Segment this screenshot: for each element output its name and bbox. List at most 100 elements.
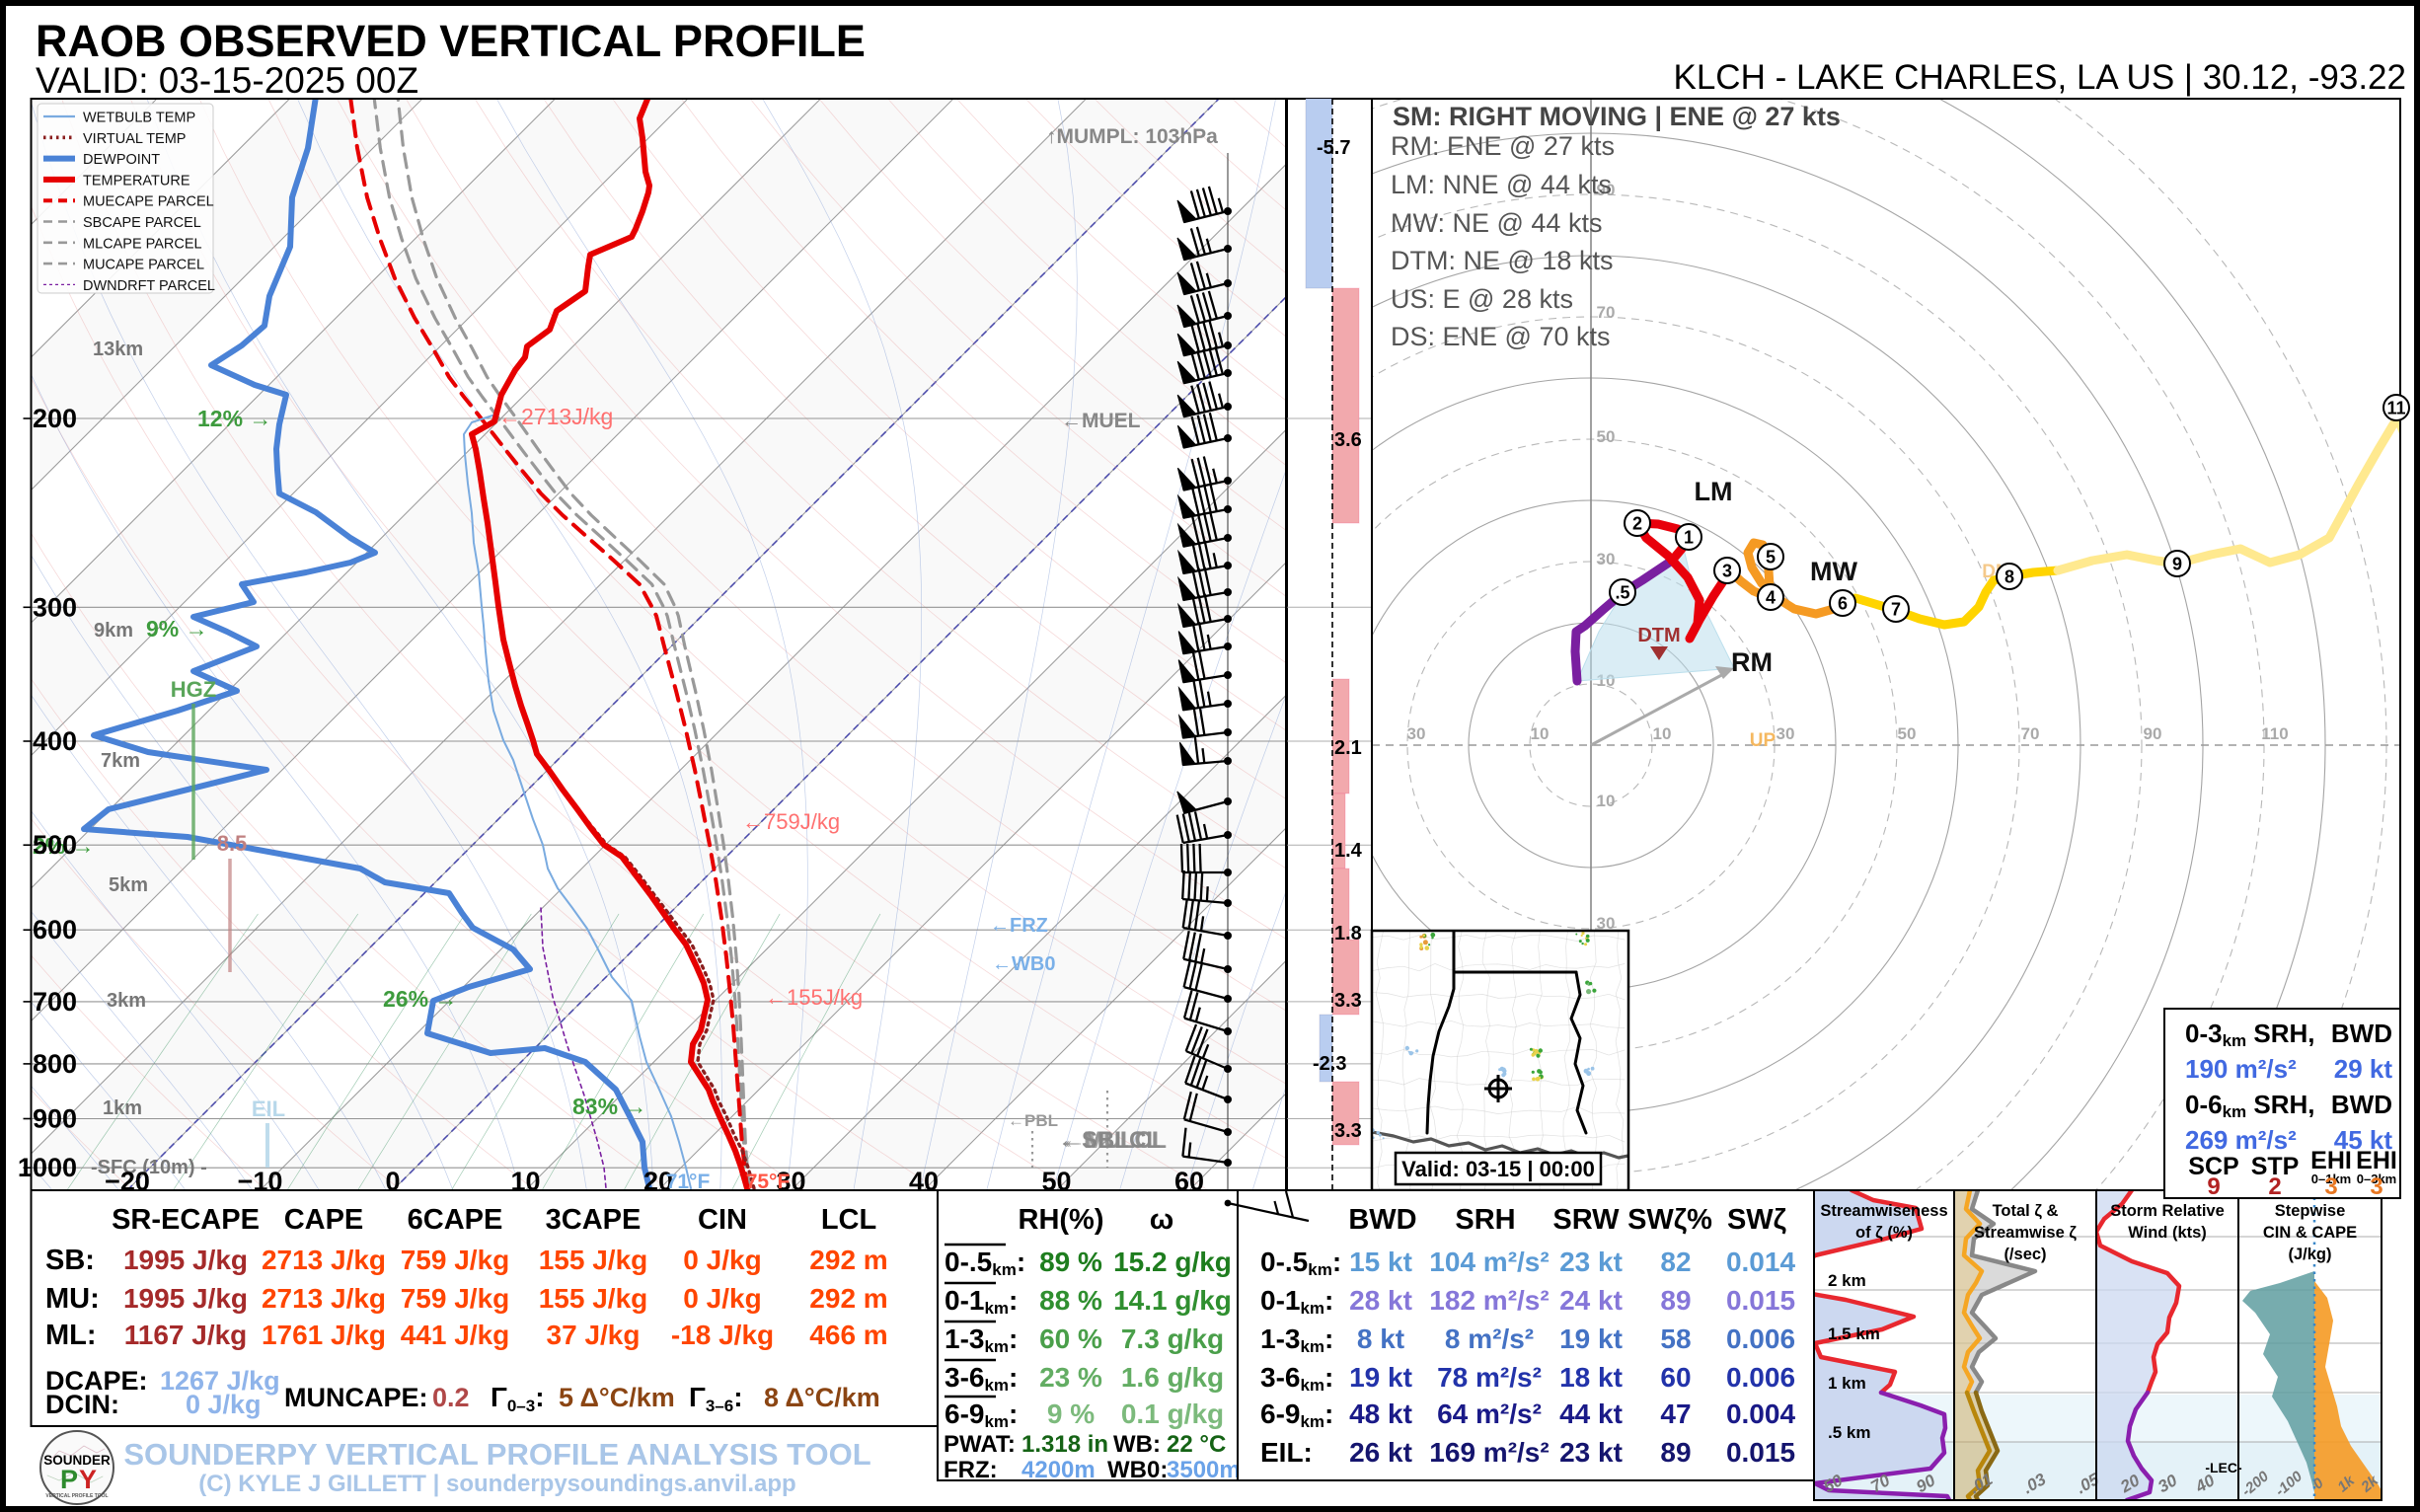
- svg-text:58: 58: [1660, 1323, 1691, 1354]
- svg-text:←MUEL: ←MUEL: [1061, 410, 1141, 432]
- svg-text:4200m: 4200m: [1021, 1457, 1096, 1483]
- svg-text:.5: .5: [1615, 583, 1629, 603]
- svg-text:↑MUMPL: 103hPa: ↑MUMPL: 103hPa: [1046, 125, 1218, 148]
- svg-text:13km: 13km: [93, 339, 143, 360]
- svg-text:3km: 3km: [107, 990, 146, 1012]
- svg-text:US: E @ 28 kts: US: E @ 28 kts: [1391, 284, 1573, 314]
- svg-text:0-.5km:: 0-.5km:: [945, 1247, 1025, 1279]
- svg-text:SRH: SRH: [1455, 1204, 1515, 1236]
- svg-text:2713 J/kg: 2713 J/kg: [262, 1283, 386, 1314]
- svg-text:SR-ECAPE: SR-ECAPE: [112, 1204, 260, 1236]
- svg-text:4: 4: [1766, 588, 1776, 608]
- svg-text:18 kt: 18 kt: [1559, 1362, 1623, 1393]
- svg-text:8: 8: [2004, 567, 2014, 587]
- svg-text:0-6km SRH,: 0-6km SRH,: [2185, 1090, 2315, 1121]
- svg-text:600: 600: [33, 915, 77, 945]
- svg-text:75°F: 75°F: [746, 1171, 791, 1193]
- svg-text:19 kt: 19 kt: [1349, 1362, 1412, 1393]
- svg-text:CIN & CAPE: CIN & CAPE: [2263, 1224, 2357, 1242]
- svg-text:1.8: 1.8: [1334, 923, 1362, 945]
- svg-text:←MLLCL: ←MLLCL: [1062, 1127, 1166, 1154]
- svg-text:2: 2: [2268, 1173, 2281, 1200]
- svg-text:MUECAPE PARCEL: MUECAPE PARCEL: [83, 194, 214, 210]
- svg-text:DCIN:: DCIN:: [45, 1390, 119, 1419]
- svg-text:0 J/kg: 0 J/kg: [683, 1245, 761, 1275]
- svg-text:Streamwise ζ: Streamwise ζ: [1974, 1224, 2077, 1242]
- svg-text:500: 500: [33, 830, 77, 860]
- svg-text:MW: MW: [1810, 557, 1857, 586]
- svg-text:700: 700: [33, 987, 77, 1017]
- svg-text:0.006: 0.006: [1726, 1323, 1795, 1354]
- svg-text:30: 30: [1597, 914, 1616, 933]
- svg-text:88 %: 88 %: [1039, 1285, 1102, 1316]
- svg-text:0 J/kg: 0 J/kg: [186, 1390, 262, 1419]
- svg-text:10: 10: [1531, 724, 1550, 743]
- svg-text:9km: 9km: [94, 620, 133, 642]
- svg-text:110: 110: [2261, 724, 2288, 743]
- svg-text:.5 km: .5 km: [1828, 1423, 1870, 1442]
- svg-text:Storm Relative: Storm Relative: [2110, 1202, 2225, 1220]
- svg-text:28 kt: 28 kt: [1349, 1285, 1412, 1316]
- svg-text:DTM: DTM: [1637, 625, 1680, 646]
- svg-text:-LEC-: -LEC-: [2205, 1460, 2242, 1475]
- svg-text:7: 7: [1891, 600, 1901, 620]
- svg-text:3: 3: [2370, 1173, 2382, 1200]
- svg-text:VALID: 03-15-2025 00Z: VALID: 03-15-2025 00Z: [36, 60, 418, 101]
- svg-text:1995 J/kg: 1995 J/kg: [123, 1283, 248, 1314]
- svg-text:MUNCAPE:: MUNCAPE:: [284, 1383, 428, 1412]
- svg-text:23 %: 23 %: [1039, 1362, 1102, 1393]
- svg-text:10: 10: [1653, 724, 1672, 743]
- svg-text:0.015: 0.015: [1726, 1437, 1795, 1468]
- svg-text:LCL: LCL: [821, 1204, 876, 1236]
- svg-text:70: 70: [2021, 724, 2040, 743]
- svg-text:44 kt: 44 kt: [1559, 1399, 1623, 1429]
- svg-text:292 m: 292 m: [809, 1283, 887, 1314]
- svg-text:ω: ω: [1150, 1204, 1174, 1236]
- svg-text:83% →: 83% →: [572, 1094, 646, 1119]
- svg-text:3500m: 3500m: [1167, 1457, 1241, 1483]
- svg-text:182 m²/s²: 182 m²/s²: [1429, 1285, 1549, 1316]
- svg-text:SOUNDER: SOUNDER: [43, 1453, 111, 1468]
- svg-text:KLCH - LAKE CHARLES, LA US | 3: KLCH - LAKE CHARLES, LA US | 30.12, -93.…: [1673, 58, 2406, 97]
- svg-text:SWζ: SWζ: [1727, 1204, 1786, 1236]
- svg-text:15.2 g/kg: 15.2 g/kg: [1113, 1247, 1232, 1277]
- svg-text:441 J/kg: 441 J/kg: [401, 1320, 510, 1350]
- svg-text:P: P: [60, 1465, 78, 1494]
- svg-text:←MULCL: ←MULCL: [1060, 1127, 1167, 1154]
- svg-text:0.1 g/kg: 0.1 g/kg: [1121, 1399, 1224, 1429]
- svg-text:24 kt: 24 kt: [1559, 1285, 1623, 1316]
- svg-text:HGZ: HGZ: [171, 677, 216, 702]
- svg-text:0-1km:: 0-1km:: [945, 1285, 1018, 1318]
- svg-text:FRZ:: FRZ:: [944, 1457, 998, 1483]
- svg-text:23 kt: 23 kt: [1559, 1247, 1623, 1277]
- svg-text:0.004: 0.004: [1726, 1399, 1795, 1429]
- svg-text:759 J/kg: 759 J/kg: [401, 1283, 510, 1314]
- svg-text:3.3: 3.3: [1334, 1120, 1362, 1142]
- svg-text:ML:: ML:: [45, 1320, 97, 1351]
- svg-text:WB:: WB:: [1113, 1431, 1161, 1458]
- svg-text:89: 89: [1660, 1437, 1691, 1468]
- svg-text:60: 60: [1660, 1362, 1691, 1393]
- svg-text:CAPE: CAPE: [284, 1204, 364, 1236]
- svg-text:←155J/kg: ←155J/kg: [765, 985, 863, 1010]
- svg-text:47: 47: [1660, 1399, 1691, 1429]
- svg-text:STP: STP: [2251, 1153, 2300, 1180]
- svg-text:0: 0: [385, 1167, 400, 1196]
- svg-text:90: 90: [2144, 724, 2162, 743]
- svg-text:50: 50: [1597, 427, 1616, 446]
- svg-text:70: 70: [1597, 303, 1616, 322]
- svg-text:7km: 7km: [101, 750, 140, 772]
- svg-text:30: 30: [1597, 550, 1616, 568]
- svg-text:DTM: NE @ 18 kts: DTM: NE @ 18 kts: [1391, 246, 1613, 275]
- svg-text:155 J/kg: 155 J/kg: [539, 1283, 648, 1314]
- svg-text:9: 9: [2207, 1173, 2220, 1200]
- svg-text:EHI: EHI: [2356, 1147, 2397, 1174]
- svg-text:BWD: BWD: [2331, 1090, 2392, 1119]
- svg-text:RH(%): RH(%): [1019, 1204, 1104, 1236]
- svg-text:VIRTUAL TEMP: VIRTUAL TEMP: [83, 131, 186, 147]
- svg-text:8 m²/s²: 8 m²/s²: [1445, 1323, 1534, 1354]
- svg-text:Y: Y: [79, 1465, 97, 1494]
- svg-text:0.015: 0.015: [1726, 1285, 1795, 1316]
- svg-text:PWAT:: PWAT:: [944, 1431, 1016, 1458]
- svg-text:82: 82: [1660, 1247, 1691, 1277]
